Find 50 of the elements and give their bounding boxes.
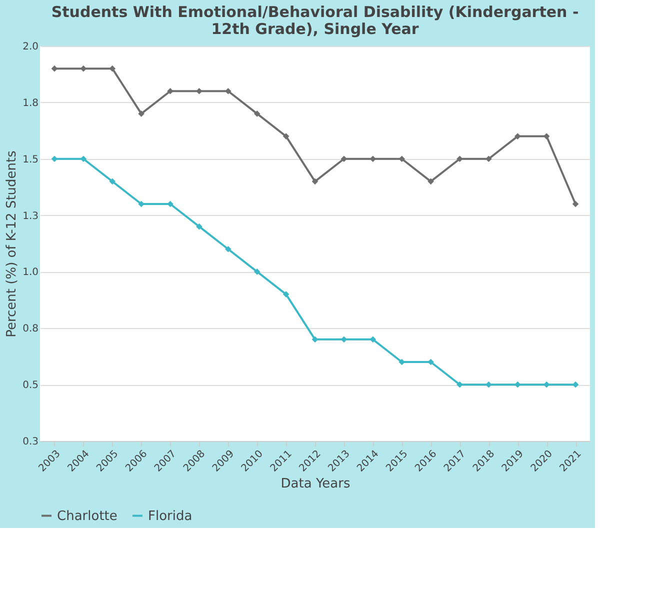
point	[80, 65, 87, 72]
point	[486, 156, 492, 162]
point	[254, 110, 260, 117]
point	[543, 381, 550, 388]
point	[340, 336, 348, 343]
point	[282, 291, 290, 298]
point	[167, 88, 174, 94]
point	[370, 156, 376, 162]
point	[572, 200, 579, 208]
point	[224, 246, 232, 252]
point	[196, 223, 202, 230]
point	[80, 156, 87, 162]
point	[196, 88, 202, 94]
point	[340, 156, 348, 162]
point	[138, 110, 144, 117]
point	[282, 133, 290, 140]
legend-label: Charlotte	[57, 508, 118, 524]
point	[167, 200, 174, 208]
point	[224, 88, 232, 94]
point	[398, 156, 406, 162]
y-tick-label: 1.5	[22, 154, 38, 166]
point	[486, 381, 492, 388]
point	[543, 133, 550, 140]
point	[109, 178, 116, 185]
x-axis-title: Data Years	[280, 476, 350, 492]
y-axis-title: Percent (%) of K-12 Students	[4, 150, 20, 338]
y-tick-label: 1.3	[22, 210, 38, 222]
y-tick-label: 0.3	[22, 436, 38, 448]
y-tick-label: 1.8	[22, 98, 38, 109]
point	[428, 178, 434, 185]
point	[109, 65, 116, 72]
point	[51, 156, 58, 162]
point	[456, 381, 463, 388]
y-tick-label: 0.8	[22, 324, 38, 335]
point	[312, 336, 318, 343]
chart-title: Students With Emotional/Behavioral Disability (Kindergarten - 12th Grade), Single Year	[51, 3, 579, 38]
point	[254, 268, 260, 275]
point	[428, 358, 434, 366]
point	[456, 156, 463, 162]
point	[138, 200, 144, 208]
point	[370, 336, 376, 343]
y-tick-label: 1.0	[22, 267, 38, 278]
legend-label: Florida	[148, 508, 192, 524]
y-tick-label: 0.5	[22, 380, 38, 392]
point	[514, 133, 521, 140]
point	[51, 65, 58, 72]
point	[572, 381, 579, 388]
point	[514, 381, 521, 388]
y-tick-label: 2.0	[22, 42, 38, 52]
point	[312, 178, 318, 185]
